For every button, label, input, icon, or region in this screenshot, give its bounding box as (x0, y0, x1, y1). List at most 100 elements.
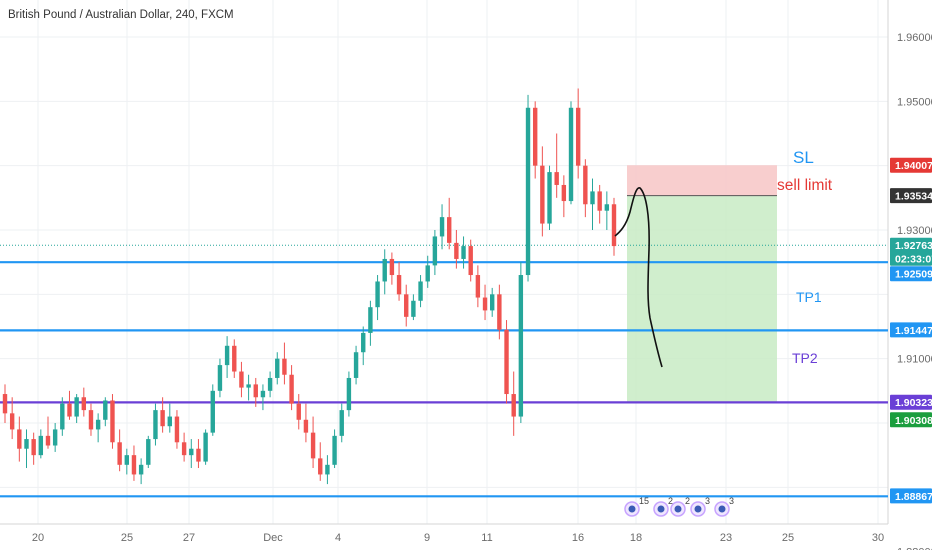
candle-body (303, 419, 309, 433)
time-axis[interactable]: 20 25 27 Dec 4 9 11 16 18 23 25 30 (32, 532, 884, 544)
candle (583, 159, 588, 218)
candle (60, 397, 65, 436)
candle-body (396, 275, 402, 295)
candle (310, 416, 316, 469)
price-tick-label: 1.93000 (897, 225, 932, 237)
candle (346, 371, 352, 417)
candle (611, 197, 617, 256)
candle-body (368, 307, 373, 333)
event-badge[interactable]: 2 (670, 496, 690, 517)
price-tag-label: 1.90308 (895, 415, 932, 427)
candle-body (532, 107, 538, 166)
time-tick-label: 25 (121, 532, 133, 544)
candle (425, 255, 430, 288)
candle (432, 230, 438, 276)
candle (353, 345, 359, 385)
flag-icon-center (718, 505, 726, 513)
time-tick-label: 18 (630, 532, 642, 544)
candle-body (568, 107, 574, 202)
candle (504, 320, 509, 404)
flag-icon-center (657, 505, 665, 513)
candle (511, 371, 516, 436)
price-tick-label: 1.96000 (897, 32, 932, 44)
annotation-tp2[interactable]: TP2 (792, 350, 818, 366)
candle-body (275, 358, 280, 378)
candle-body (232, 345, 237, 372)
annotation-sl[interactable]: SL (793, 148, 814, 167)
candle-body (547, 172, 552, 224)
flag-icon-center (628, 505, 636, 513)
candle-body (482, 297, 488, 311)
candle (110, 394, 115, 449)
price-tag: 1.88867 (890, 488, 932, 504)
price-tag-bg (890, 412, 932, 428)
candle-body (117, 442, 122, 465)
candle (131, 445, 137, 481)
event-badge[interactable]: 3 (714, 496, 734, 517)
price-tag-label: 1.91447 (895, 325, 932, 337)
price-tag-label: 1.90323 (895, 397, 932, 409)
candle-body (504, 329, 509, 395)
candle (439, 204, 445, 250)
candle-body (253, 384, 258, 398)
candle (260, 384, 266, 411)
candle-body (425, 265, 430, 282)
candle (547, 165, 552, 230)
candle (497, 284, 502, 340)
candle (525, 94, 531, 282)
candle-body (511, 394, 516, 417)
event-badges[interactable]: 15 2 2 3 3 (624, 496, 734, 517)
candle-body (267, 377, 273, 391)
candle-body (346, 377, 352, 411)
candle (124, 448, 129, 475)
candle-body (2, 394, 8, 414)
price-tick-label: 1.91000 (897, 354, 932, 366)
candle-body (583, 165, 588, 205)
flag-icon-center (694, 505, 702, 513)
candle (461, 236, 466, 269)
candle-body (475, 275, 481, 298)
candle-body (260, 390, 266, 398)
price-tag-bg (890, 322, 932, 338)
target-zone[interactable] (627, 195, 777, 403)
candle (597, 184, 602, 224)
stop-loss-zone[interactable] (627, 165, 777, 196)
candle-body (81, 397, 87, 411)
annotation-tp1[interactable]: TP1 (796, 289, 822, 305)
candle (31, 432, 36, 465)
event-badge[interactable]: 3 (690, 496, 710, 517)
time-tick-label: 25 (782, 532, 794, 544)
horizontal-lines[interactable] (0, 244, 888, 498)
candle-body (146, 439, 151, 465)
price-tag: 1.92763 (890, 237, 932, 253)
price-tag: 1.90323 (890, 394, 932, 410)
candle-body (597, 191, 602, 211)
candle-body (181, 442, 187, 456)
candle-body (461, 246, 466, 259)
candle (361, 326, 366, 366)
candle (532, 101, 538, 179)
annotation-sell-limit[interactable]: sell limit (777, 177, 833, 194)
time-tick-label: 23 (720, 532, 732, 544)
candle (74, 394, 79, 423)
projection-path[interactable] (614, 187, 663, 368)
time-tick-label: Dec (263, 532, 283, 544)
candle-body (418, 281, 423, 301)
candle-body (439, 217, 445, 237)
candle (196, 439, 201, 469)
price-axis[interactable]: 1.96000 1.95000 1.93000 1.91000 1.88000 (897, 32, 932, 550)
short-position-box[interactable] (627, 165, 777, 403)
text-annotations[interactable]: SL sell limit TP1 TP2 (777, 148, 833, 366)
candle (95, 413, 101, 443)
candle (325, 455, 330, 485)
price-tick-label: 1.95000 (897, 96, 932, 108)
candle (468, 239, 473, 282)
candle-body (167, 416, 172, 427)
candle (88, 403, 94, 436)
candle-body (361, 332, 366, 353)
event-badge[interactable]: 2 (653, 496, 673, 517)
candle (246, 374, 251, 401)
event-badge[interactable]: 15 (624, 496, 649, 517)
candle-body (45, 435, 51, 446)
